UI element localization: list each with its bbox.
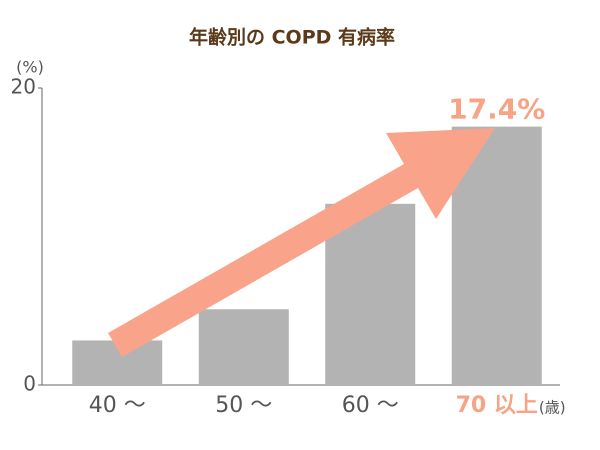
labels: 0 20 40 ～ 50 ～ 60 ～ 70 以上 17.4% (歳) <box>11 75 566 419</box>
x-tick-label: 60 ～ <box>342 393 399 418</box>
x-unit: (歳) <box>539 399 566 417</box>
trend-arrow <box>108 128 495 357</box>
x-tick-label: 50 ～ <box>215 393 272 418</box>
value-label: 17.4% <box>448 93 545 126</box>
x-tick-label: 70 以上 <box>456 393 538 418</box>
chart-title: 年齢別の COPD 有病率 <box>189 26 395 49</box>
y-tick-label: 0 <box>23 372 36 396</box>
bar <box>198 309 289 385</box>
x-tick-label: 40 ～ <box>89 393 146 418</box>
bars <box>72 126 542 386</box>
y-unit: (%) <box>16 58 44 77</box>
bar <box>325 203 416 385</box>
y-tick-label: 20 <box>11 75 36 99</box>
